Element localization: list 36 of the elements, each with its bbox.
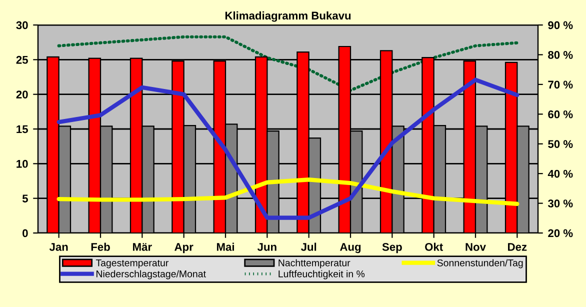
line-series (57, 35, 519, 92)
y-tick-label: 10 (16, 160, 28, 168)
y-tick-label: 25 (16, 56, 28, 64)
x-tick-label: Okt (425, 242, 443, 251)
legend-label: Niederschlagstage/Monat (96, 270, 206, 280)
y2-tick-label: 70 % (548, 80, 573, 89)
y-tick-label: 20 (16, 90, 28, 98)
x-tick-label: Jan (49, 243, 68, 251)
x-tick-label: Jul (300, 242, 316, 251)
line-series (56, 178, 520, 206)
y2-tick-label: 50 % (548, 140, 573, 148)
x-tick-label: Jun (257, 243, 276, 251)
y2-tick-label: 60 % (548, 110, 573, 118)
x-tick-label: Feb (91, 242, 110, 251)
x-tick-label: Nov (466, 243, 486, 251)
x-tick-label: Apr (174, 243, 194, 254)
y-tick-label: 15 (16, 125, 28, 134)
y2-tick-label: 20 % (548, 229, 573, 238)
y-tick-label: 0 (22, 229, 28, 238)
legend-label: Sonnenstunden/Tag (437, 259, 523, 268)
y2-tick-label: 40 % (548, 170, 573, 178)
x-tick-label: Sep (382, 243, 402, 254)
line-series (56, 78, 520, 220)
y-tick-label: 5 (22, 194, 28, 202)
chart-title: Klimadiagramm Bukavu (225, 11, 351, 22)
x-tick-label: Mai (216, 242, 234, 251)
x-tick-label: Aug (340, 243, 361, 254)
y2-tick-label: 90 % (548, 21, 573, 30)
y2-tick-label: 80 % (548, 50, 573, 59)
legend-label: Luftfeuchtigkeit in % (278, 270, 365, 280)
y-tick-label: 30 (16, 21, 28, 30)
y2-tick-label: 30 % (548, 200, 573, 208)
legend-label: Tagestemperatur (96, 260, 169, 268)
x-tick-label: Dez (508, 243, 527, 251)
x-tick-label: Mär (133, 243, 152, 251)
legend-label: Nachttemperatur (278, 259, 350, 268)
